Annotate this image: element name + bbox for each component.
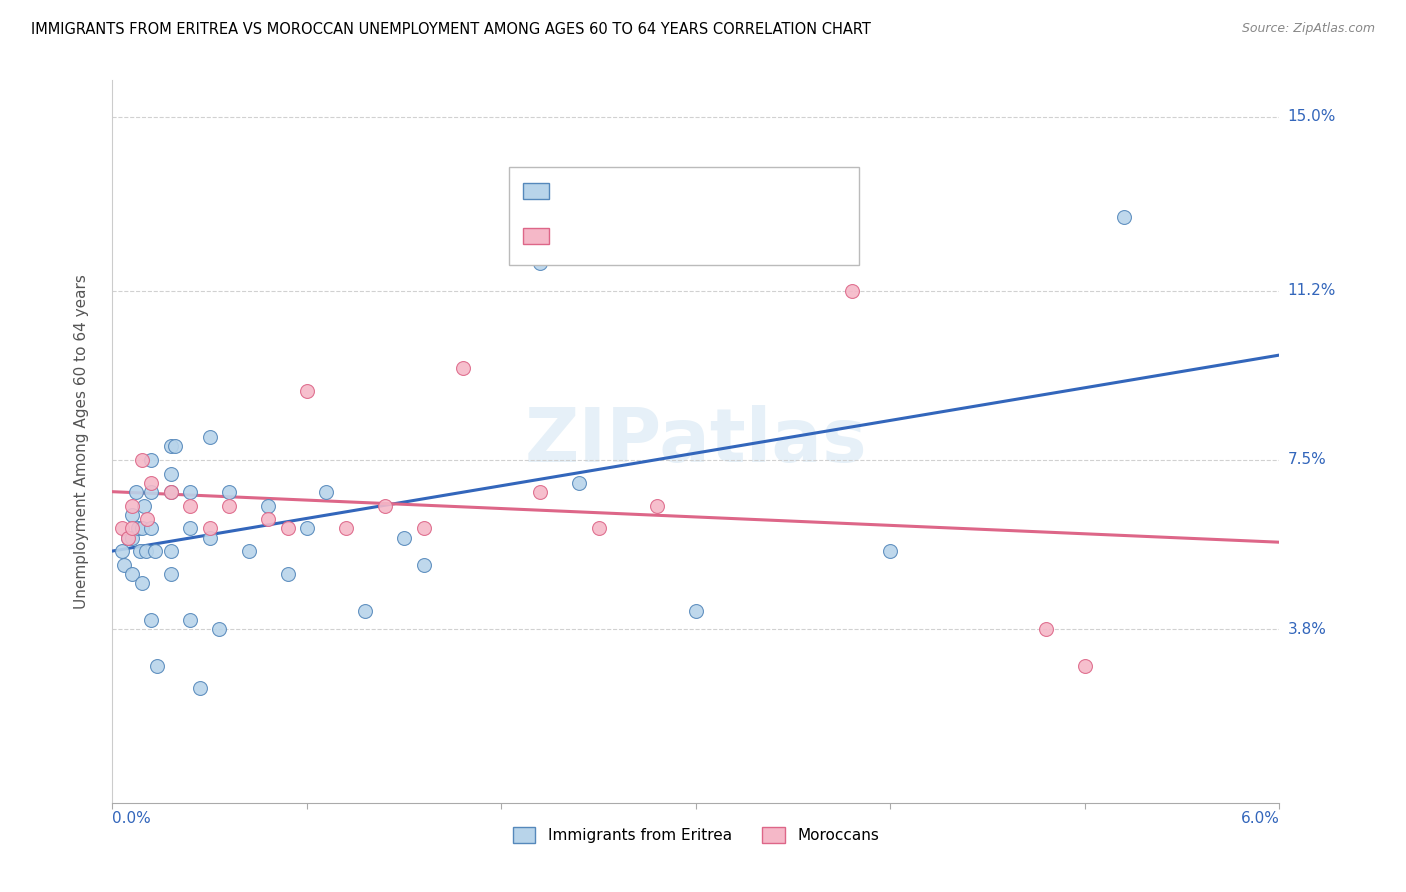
- Point: [111, 544, 134, 558]
- Point: [238, 544, 260, 558]
- Point: [412, 558, 434, 572]
- Point: [121, 521, 143, 535]
- Point: [588, 521, 610, 535]
- Point: [163, 439, 186, 453]
- Point: [132, 499, 155, 513]
- Point: [141, 453, 163, 467]
- Point: [276, 567, 298, 582]
- Point: [1074, 658, 1097, 673]
- Point: [1035, 622, 1057, 636]
- Point: [143, 544, 166, 558]
- Point: [412, 521, 434, 535]
- Point: [141, 521, 163, 535]
- Point: [160, 467, 183, 481]
- Point: [128, 544, 150, 558]
- Text: N = 24: N = 24: [689, 228, 747, 244]
- Text: Source: ZipAtlas.com: Source: ZipAtlas.com: [1241, 22, 1375, 36]
- Point: [198, 531, 221, 545]
- Text: 3.8%: 3.8%: [1288, 622, 1327, 637]
- Point: [879, 544, 901, 558]
- Point: [136, 512, 159, 526]
- Point: [112, 558, 135, 572]
- Point: [218, 499, 240, 513]
- Point: [218, 484, 240, 499]
- Point: [141, 484, 163, 499]
- FancyBboxPatch shape: [509, 167, 859, 265]
- Point: [135, 544, 157, 558]
- Point: [121, 499, 143, 513]
- Point: [131, 576, 153, 591]
- Text: ZIPatlas: ZIPatlas: [524, 405, 868, 478]
- Point: [121, 508, 143, 522]
- Point: [141, 613, 163, 627]
- Text: R = 0.236: R = 0.236: [562, 228, 640, 244]
- Legend: Immigrants from Eritrea, Moroccans: Immigrants from Eritrea, Moroccans: [506, 822, 886, 849]
- Text: 15.0%: 15.0%: [1288, 110, 1336, 124]
- Point: [451, 361, 474, 376]
- Point: [160, 544, 183, 558]
- Point: [529, 484, 551, 499]
- Y-axis label: Unemployment Among Ages 60 to 64 years: Unemployment Among Ages 60 to 64 years: [75, 274, 89, 609]
- Point: [146, 658, 169, 673]
- Point: [374, 499, 396, 513]
- Point: [354, 604, 377, 618]
- Point: [160, 567, 183, 582]
- Point: [257, 512, 280, 526]
- Point: [394, 531, 416, 545]
- Point: [198, 521, 221, 535]
- Point: [315, 484, 337, 499]
- Point: [111, 521, 134, 535]
- Point: [131, 521, 153, 535]
- Point: [160, 439, 183, 453]
- Point: [179, 484, 201, 499]
- Text: 11.2%: 11.2%: [1288, 283, 1336, 298]
- Point: [121, 531, 143, 545]
- FancyBboxPatch shape: [523, 183, 548, 199]
- FancyBboxPatch shape: [523, 227, 548, 244]
- Point: [117, 531, 139, 545]
- Point: [208, 622, 231, 636]
- Point: [276, 521, 298, 535]
- Point: [160, 484, 183, 499]
- Point: [645, 499, 668, 513]
- Text: 0.0%: 0.0%: [112, 811, 152, 826]
- Text: 7.5%: 7.5%: [1288, 452, 1326, 467]
- Text: IMMIGRANTS FROM ERITREA VS MOROCCAN UNEMPLOYMENT AMONG AGES 60 TO 64 YEARS CORRE: IMMIGRANTS FROM ERITREA VS MOROCCAN UNEM…: [31, 22, 870, 37]
- Text: 6.0%: 6.0%: [1240, 811, 1279, 826]
- Point: [198, 430, 221, 444]
- Point: [117, 531, 139, 545]
- Point: [121, 567, 143, 582]
- Point: [125, 484, 148, 499]
- Point: [295, 384, 318, 399]
- Point: [160, 484, 183, 499]
- Point: [568, 475, 591, 490]
- Point: [141, 475, 163, 490]
- Text: N = 46: N = 46: [689, 184, 747, 198]
- Point: [1112, 211, 1135, 225]
- Point: [188, 681, 211, 696]
- Point: [131, 453, 153, 467]
- Point: [257, 499, 280, 513]
- Point: [127, 521, 149, 535]
- Point: [685, 604, 707, 618]
- Point: [335, 521, 357, 535]
- Point: [179, 521, 201, 535]
- Point: [841, 284, 863, 298]
- Point: [295, 521, 318, 535]
- Point: [179, 499, 201, 513]
- Point: [179, 613, 201, 627]
- Text: R = 0.374: R = 0.374: [562, 184, 640, 198]
- Point: [529, 256, 551, 270]
